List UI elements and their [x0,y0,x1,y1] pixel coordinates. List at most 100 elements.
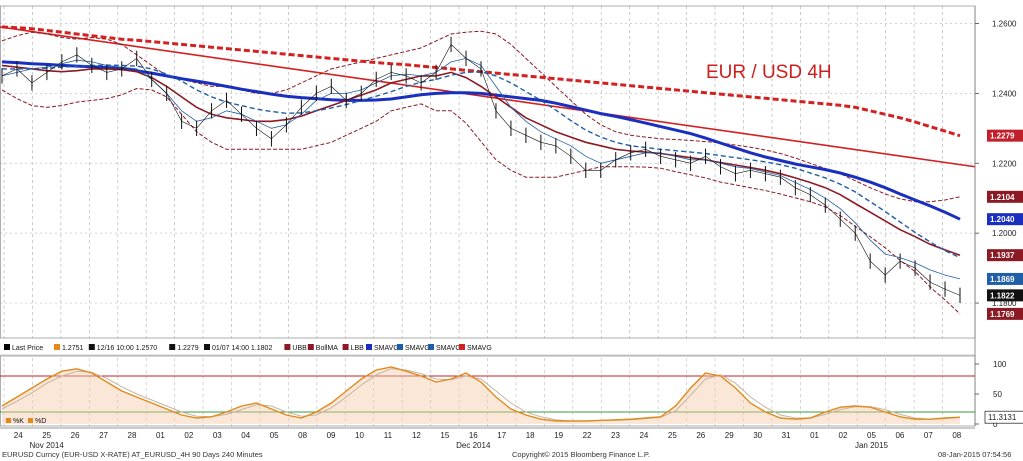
legend-swatch [4,344,10,350]
x-month-label: Dec 2014 [456,441,491,450]
series-bollma [1,64,961,256]
x-tick-label: 08 [298,431,307,440]
trendline [0,26,976,168]
osc-last-label: 11.3131 [988,413,1017,422]
x-tick-label: 22 [583,431,592,440]
legend-label: 1.2279 [177,345,199,352]
y-tick-label: 1.2000 [992,229,1017,238]
osc-tick-label: 100 [993,360,1007,369]
x-tick-label: 05 [270,431,279,440]
legend-label: SMAVG [467,345,492,352]
series-sma-slow [1,60,961,221]
x-tick-label: 24 [639,431,648,440]
price-tag [987,190,1023,203]
legend-label: LBB [351,345,365,352]
x-tick-label: 01 [810,431,819,440]
x-tick-label: 06 [895,431,904,440]
legend-label: SMAVG [374,345,399,352]
x-tick-label: 30 [753,431,762,440]
x-tick-label: 26 [696,431,705,440]
x-tick-label: 10 [355,431,364,440]
x-tick-label: 09 [327,431,336,440]
series-stoch-d [1,368,961,422]
y-tick-label: 1.1800 [992,299,1017,308]
x-tick-label: 26 [71,431,80,440]
x-tick-label: 28 [128,431,137,440]
y-tick-label: 1.2400 [992,89,1017,98]
x-tick-label: 25 [668,431,677,440]
y-tick-label: 1.2200 [992,159,1017,168]
legend-swatch [459,344,465,350]
x-tick-label: 11 [384,431,393,440]
series-price [1,43,961,296]
legend-swatch [204,344,210,350]
x-tick-label: 01 [156,431,165,440]
price-tag [987,249,1023,262]
legend-label: 01/07 14:00 1.1802 [212,345,272,352]
price-tag [987,289,1023,302]
x-tick-label: 07 [924,431,933,440]
legend-label: Last Price [12,345,43,352]
x-tick-label: 05 [867,431,876,440]
osc-tick-label: 50 [993,390,1002,399]
x-tick-label: 04 [241,431,250,440]
x-tick-label: 02 [839,431,848,440]
legend-swatch [428,344,434,350]
price-tag-label: 1.2279 [990,132,1015,141]
osc-legend-swatch [6,418,11,423]
x-tick-label: 02 [184,431,193,440]
osc-legend-label: %D [35,418,46,425]
footer-security: EURUSD Curncy (EUR-USD X-RATE) AT_EURUSD… [2,450,263,459]
price-tag-label: 1.2040 [990,215,1015,224]
series-stoch-k [1,366,961,422]
price-tag-label: 1.1822 [990,291,1015,300]
x-tick-label: 08 [952,431,961,440]
x-tick-label: 03 [213,431,222,440]
chart-title: EUR / USD 4H [706,62,832,83]
x-tick-label: 18 [526,431,535,440]
osc-legend-swatch [28,418,33,423]
oscillator-panel: %K %D [0,366,975,425]
osc-last-tag [984,410,1023,424]
legend-label: 12/16 10:00 1.2570 [97,345,157,352]
x-tick-label: 25 [42,431,51,440]
x-tick-label: 24 [14,431,23,440]
legend-swatch [284,344,291,350]
price-tag-label: 1.1769 [990,310,1015,319]
legend-swatch [366,344,372,350]
legend-label: UBB [292,345,307,352]
osc-legend-label: %K [13,418,24,425]
x-tick-label: 19 [554,431,563,440]
price-panel [0,25,976,315]
price-axis: 1.2600 1.2400 1.2200 1.2000 1.1800 1.2279 1.21… [974,6,1023,426]
x-tick-label: 27 [99,431,108,440]
osc-tick-label: 0 [993,420,998,429]
price-tag [987,307,1023,320]
price-tag-label: 1.2104 [990,193,1015,202]
x-tick-label: 31 [782,431,791,440]
x-tick-label: 15 [440,431,449,440]
legend-label: BollMA [316,345,339,352]
legend-swatch [342,344,349,350]
footer-timestamp: 08-Jan-2015 07:54:56 [938,450,1011,459]
legend-swatch [88,344,95,350]
legend-swatch [54,344,60,350]
price-tag [987,213,1023,226]
time-axis: 24 25 26 27 28 01 02 03 04 05 08 09 10 11 12 15 16 17 18 19… [0,427,975,450]
price-legend: Last Price 1.2751 12/16 10:00 1.2570 1.2279… [0,344,975,356]
legend-label: 1.2751 [62,345,84,352]
x-month-label: Jan 2015 [855,441,888,450]
legend-label: SMAVG [405,345,430,352]
x-month-label: Nov 2014 [30,441,65,450]
price-tag [987,129,1023,142]
x-tick-label: 17 [497,431,506,440]
legend-swatch [397,344,403,350]
price-tag [987,272,1023,285]
legend-swatch [169,344,176,350]
footer-copyright: Copyright© 2015 Bloomberg Finance L.P. [512,450,650,459]
oscillator-axis: 100 50 011.3131 [975,360,1023,429]
x-tick-label: 12 [412,431,421,440]
price-tag-label: 1.1869 [990,275,1015,284]
x-tick-label: 23 [611,431,620,440]
